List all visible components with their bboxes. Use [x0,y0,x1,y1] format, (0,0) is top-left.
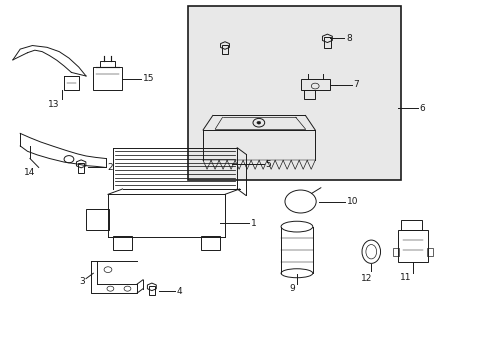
Bar [93,67,122,90]
Text: 12: 12 [360,274,371,283]
Bar [149,286,154,295]
Bar [78,163,84,173]
Text: 6: 6 [418,104,424,113]
Text: 3: 3 [79,277,85,286]
Text: 9: 9 [288,284,294,293]
Text: 1: 1 [250,219,256,228]
Text: 2: 2 [107,163,112,172]
Text: 7: 7 [352,80,358,89]
Bar [427,248,432,256]
Text: 15: 15 [142,74,154,83]
Text: 10: 10 [346,197,358,206]
Bar [222,45,227,54]
Bar [304,90,315,99]
Bar [324,37,330,48]
Text: 14: 14 [24,168,36,177]
Circle shape [256,121,260,124]
Bar [200,236,220,250]
Bar [86,209,109,230]
Bar [113,236,132,250]
Bar [392,248,398,256]
Bar [397,230,427,262]
Bar [188,6,400,180]
Bar [400,220,421,230]
Text: 4: 4 [176,287,182,296]
Text: 8: 8 [345,34,351,43]
Text: 13: 13 [47,100,59,109]
Text: 11: 11 [399,273,411,282]
Bar [300,79,329,90]
Text: 5: 5 [265,160,271,169]
Bar [100,60,114,67]
